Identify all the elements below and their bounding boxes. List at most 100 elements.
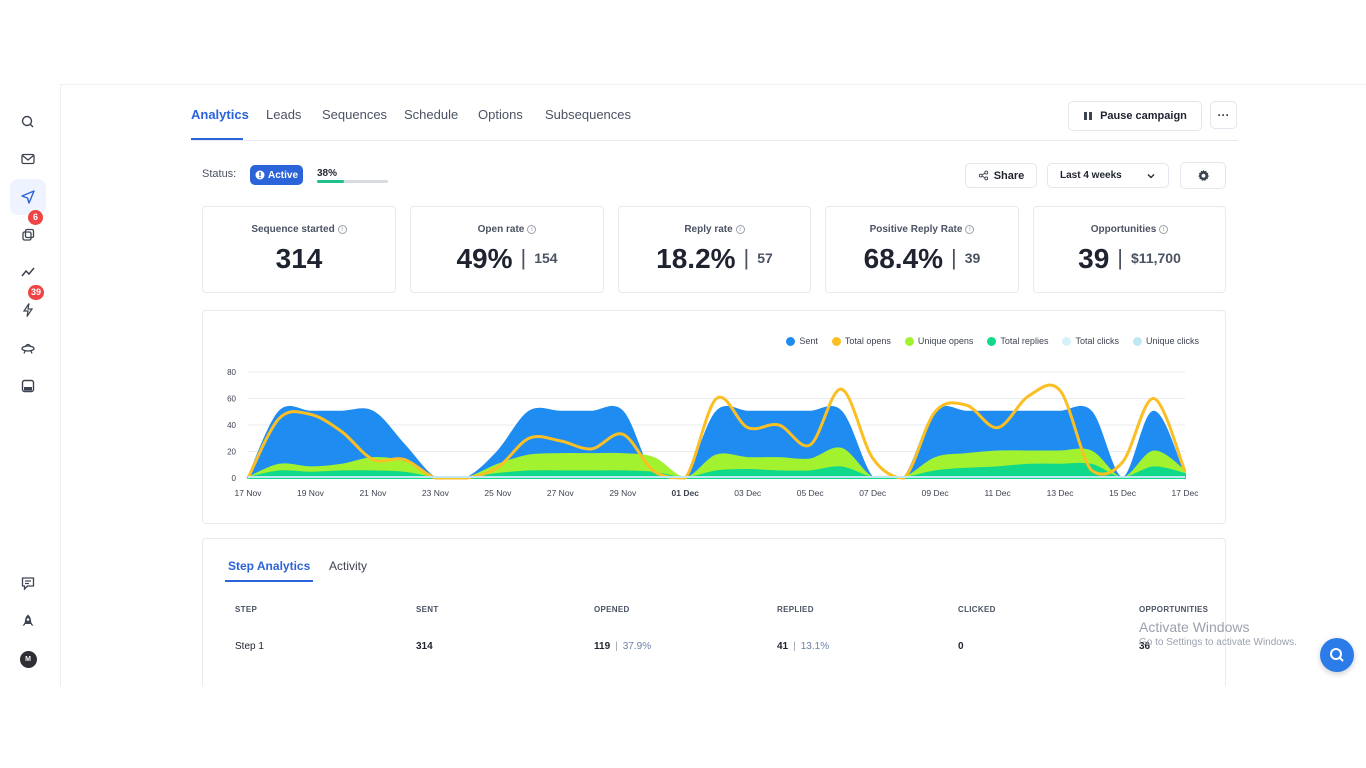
series-area-total-replies (247, 462, 1186, 479)
column-header-replied: REPLIED (777, 605, 814, 614)
trend-icon[interactable] (10, 254, 46, 290)
stat-separator: | (520, 245, 527, 270)
tab-activity[interactable]: Activity (329, 559, 368, 573)
inbox-icon[interactable] (10, 368, 46, 404)
x-tick-label: 27 Nov (547, 488, 575, 498)
activity-chart-card: Sent Total opens Unique opens Total repl… (202, 310, 1226, 524)
tab-leads[interactable]: Leads (266, 107, 302, 122)
share-button[interactable]: Share (965, 163, 1037, 188)
legend-label: Total clicks (1075, 336, 1119, 346)
bolt-icon[interactable]: 39 (10, 285, 46, 328)
x-tick-label: 03 Dec (734, 488, 762, 498)
cell-step: Step 1 (235, 641, 264, 652)
stat-label: Sequence started (251, 224, 335, 235)
settings-button[interactable] (1180, 162, 1226, 189)
cell-clicked: 0 (958, 641, 964, 652)
tab-sequences[interactable]: Sequences (322, 107, 388, 122)
legend-item-total-opens[interactable]: Total opens (831, 336, 891, 346)
cell-replied: 41 | 13.1% (777, 641, 829, 652)
legend-label: Unique clicks (1145, 336, 1199, 346)
stat-value: 18.2% (656, 243, 736, 274)
active-tab-indicator (191, 138, 243, 140)
notification-badge: 6 (28, 210, 43, 225)
tab-schedule[interactable]: Schedule (404, 107, 459, 122)
send-icon[interactable] (10, 179, 46, 215)
campaign-tabs: Analytics Leads Sequences Schedule Optio… (191, 100, 1238, 141)
legend-dot (987, 336, 997, 346)
stat-secondary: 39 (964, 250, 981, 266)
help-search-button[interactable] (1320, 638, 1354, 672)
pause-icon (1084, 112, 1093, 120)
column-header-sent: SENT (416, 605, 439, 614)
stat-value: 314 (275, 243, 323, 274)
ufo-icon[interactable] (10, 330, 46, 366)
legend-item-unique-clicks[interactable]: Unique clicks (1132, 336, 1199, 346)
sidebar: 6 39 M (0, 84, 61, 686)
x-tick-label: 17 Dec (1172, 488, 1200, 498)
x-tick-label: 15 Dec (1109, 488, 1137, 498)
legend-item-sent[interactable]: Sent (786, 336, 818, 346)
completion-progress-fill (317, 180, 344, 183)
y-tick-label: 0 (232, 474, 237, 483)
x-tick-label: 09 Dec (922, 488, 950, 498)
watermark-title: Activate Windows (1139, 619, 1250, 635)
tab-options[interactable]: Options (478, 107, 523, 122)
legend-item-total-replies[interactable]: Total replies (987, 336, 1048, 346)
avatar-button[interactable]: M (10, 641, 46, 677)
x-tick-label: 29 Nov (609, 488, 637, 498)
tab-step-analytics[interactable]: Step Analytics (228, 559, 311, 573)
stat-label: Positive Reply Rate (869, 224, 963, 235)
x-tick-label: 25 Nov (484, 488, 512, 498)
stat-secondary: $11,700 (1131, 250, 1181, 266)
info-icon[interactable]: i (1159, 224, 1169, 234)
search-icon (1330, 648, 1344, 662)
legend-item-unique-opens[interactable]: Unique opens (904, 336, 973, 346)
tab-analytics[interactable]: Analytics (191, 107, 249, 122)
active-tab-indicator (225, 580, 313, 582)
more-icon: ··· (1217, 108, 1230, 122)
legend-label: Total replies (1000, 336, 1049, 346)
status-badge[interactable]: Active (250, 165, 303, 185)
x-tick-label: 13 Dec (1047, 488, 1075, 498)
stat-label: Open rate (477, 224, 525, 235)
mail-icon[interactable] (10, 141, 46, 177)
stat-label: Reply rate (684, 224, 733, 235)
stat-secondary: 154 (534, 250, 558, 266)
date-range-select[interactable]: Last 4 weeks (1047, 163, 1169, 188)
stat-card-sequence-started: Sequence started i 314 (202, 206, 396, 293)
replied-count: 41 (777, 641, 789, 652)
stat-card-open-rate: Open rate i 49% | 154 (410, 206, 604, 293)
chevron-down-icon (1147, 173, 1155, 178)
status-text: Active (267, 169, 298, 181)
legend-dot (1132, 336, 1142, 346)
info-icon[interactable]: i (337, 224, 347, 234)
feedback-icon[interactable] (10, 565, 46, 601)
stat-separator: | (951, 245, 957, 270)
column-header-opportunities: OPPORTUNITIES (1139, 605, 1209, 614)
rocket-icon[interactable] (10, 603, 46, 639)
status-info-icon (255, 170, 265, 180)
legend-item-total-clicks[interactable]: Total clicks (1062, 336, 1119, 346)
date-range-value: Last 4 weeks (1060, 170, 1122, 181)
y-tick-label: 40 (227, 421, 236, 430)
info-icon[interactable]: i (735, 224, 745, 234)
replied-percent: 13.1% (800, 641, 830, 652)
y-tick-label: 60 (227, 395, 236, 404)
pause-campaign-label: Pause campaign (1100, 110, 1187, 122)
x-tick-label: 05 Dec (797, 488, 825, 498)
copy-icon[interactable]: 6 (10, 210, 46, 253)
search-icon[interactable] (10, 104, 46, 140)
info-icon[interactable]: i (527, 224, 537, 234)
y-tick-label: 20 (227, 448, 236, 457)
series-line-total-opens (246, 383, 1187, 480)
legend-dot (904, 336, 914, 346)
tab-subsequences[interactable]: Subsequences (545, 107, 632, 122)
cell-opportunities: 36 (1139, 641, 1151, 652)
info-icon[interactable]: i (965, 224, 975, 234)
pause-campaign-button[interactable]: Pause campaign (1068, 101, 1202, 131)
stat-value: 68.4% (863, 243, 944, 274)
legend-dot (786, 336, 796, 346)
x-tick-label: 23 Nov (422, 488, 450, 498)
stat-separator: | (743, 245, 750, 270)
more-options-button[interactable]: ··· (1210, 101, 1237, 129)
